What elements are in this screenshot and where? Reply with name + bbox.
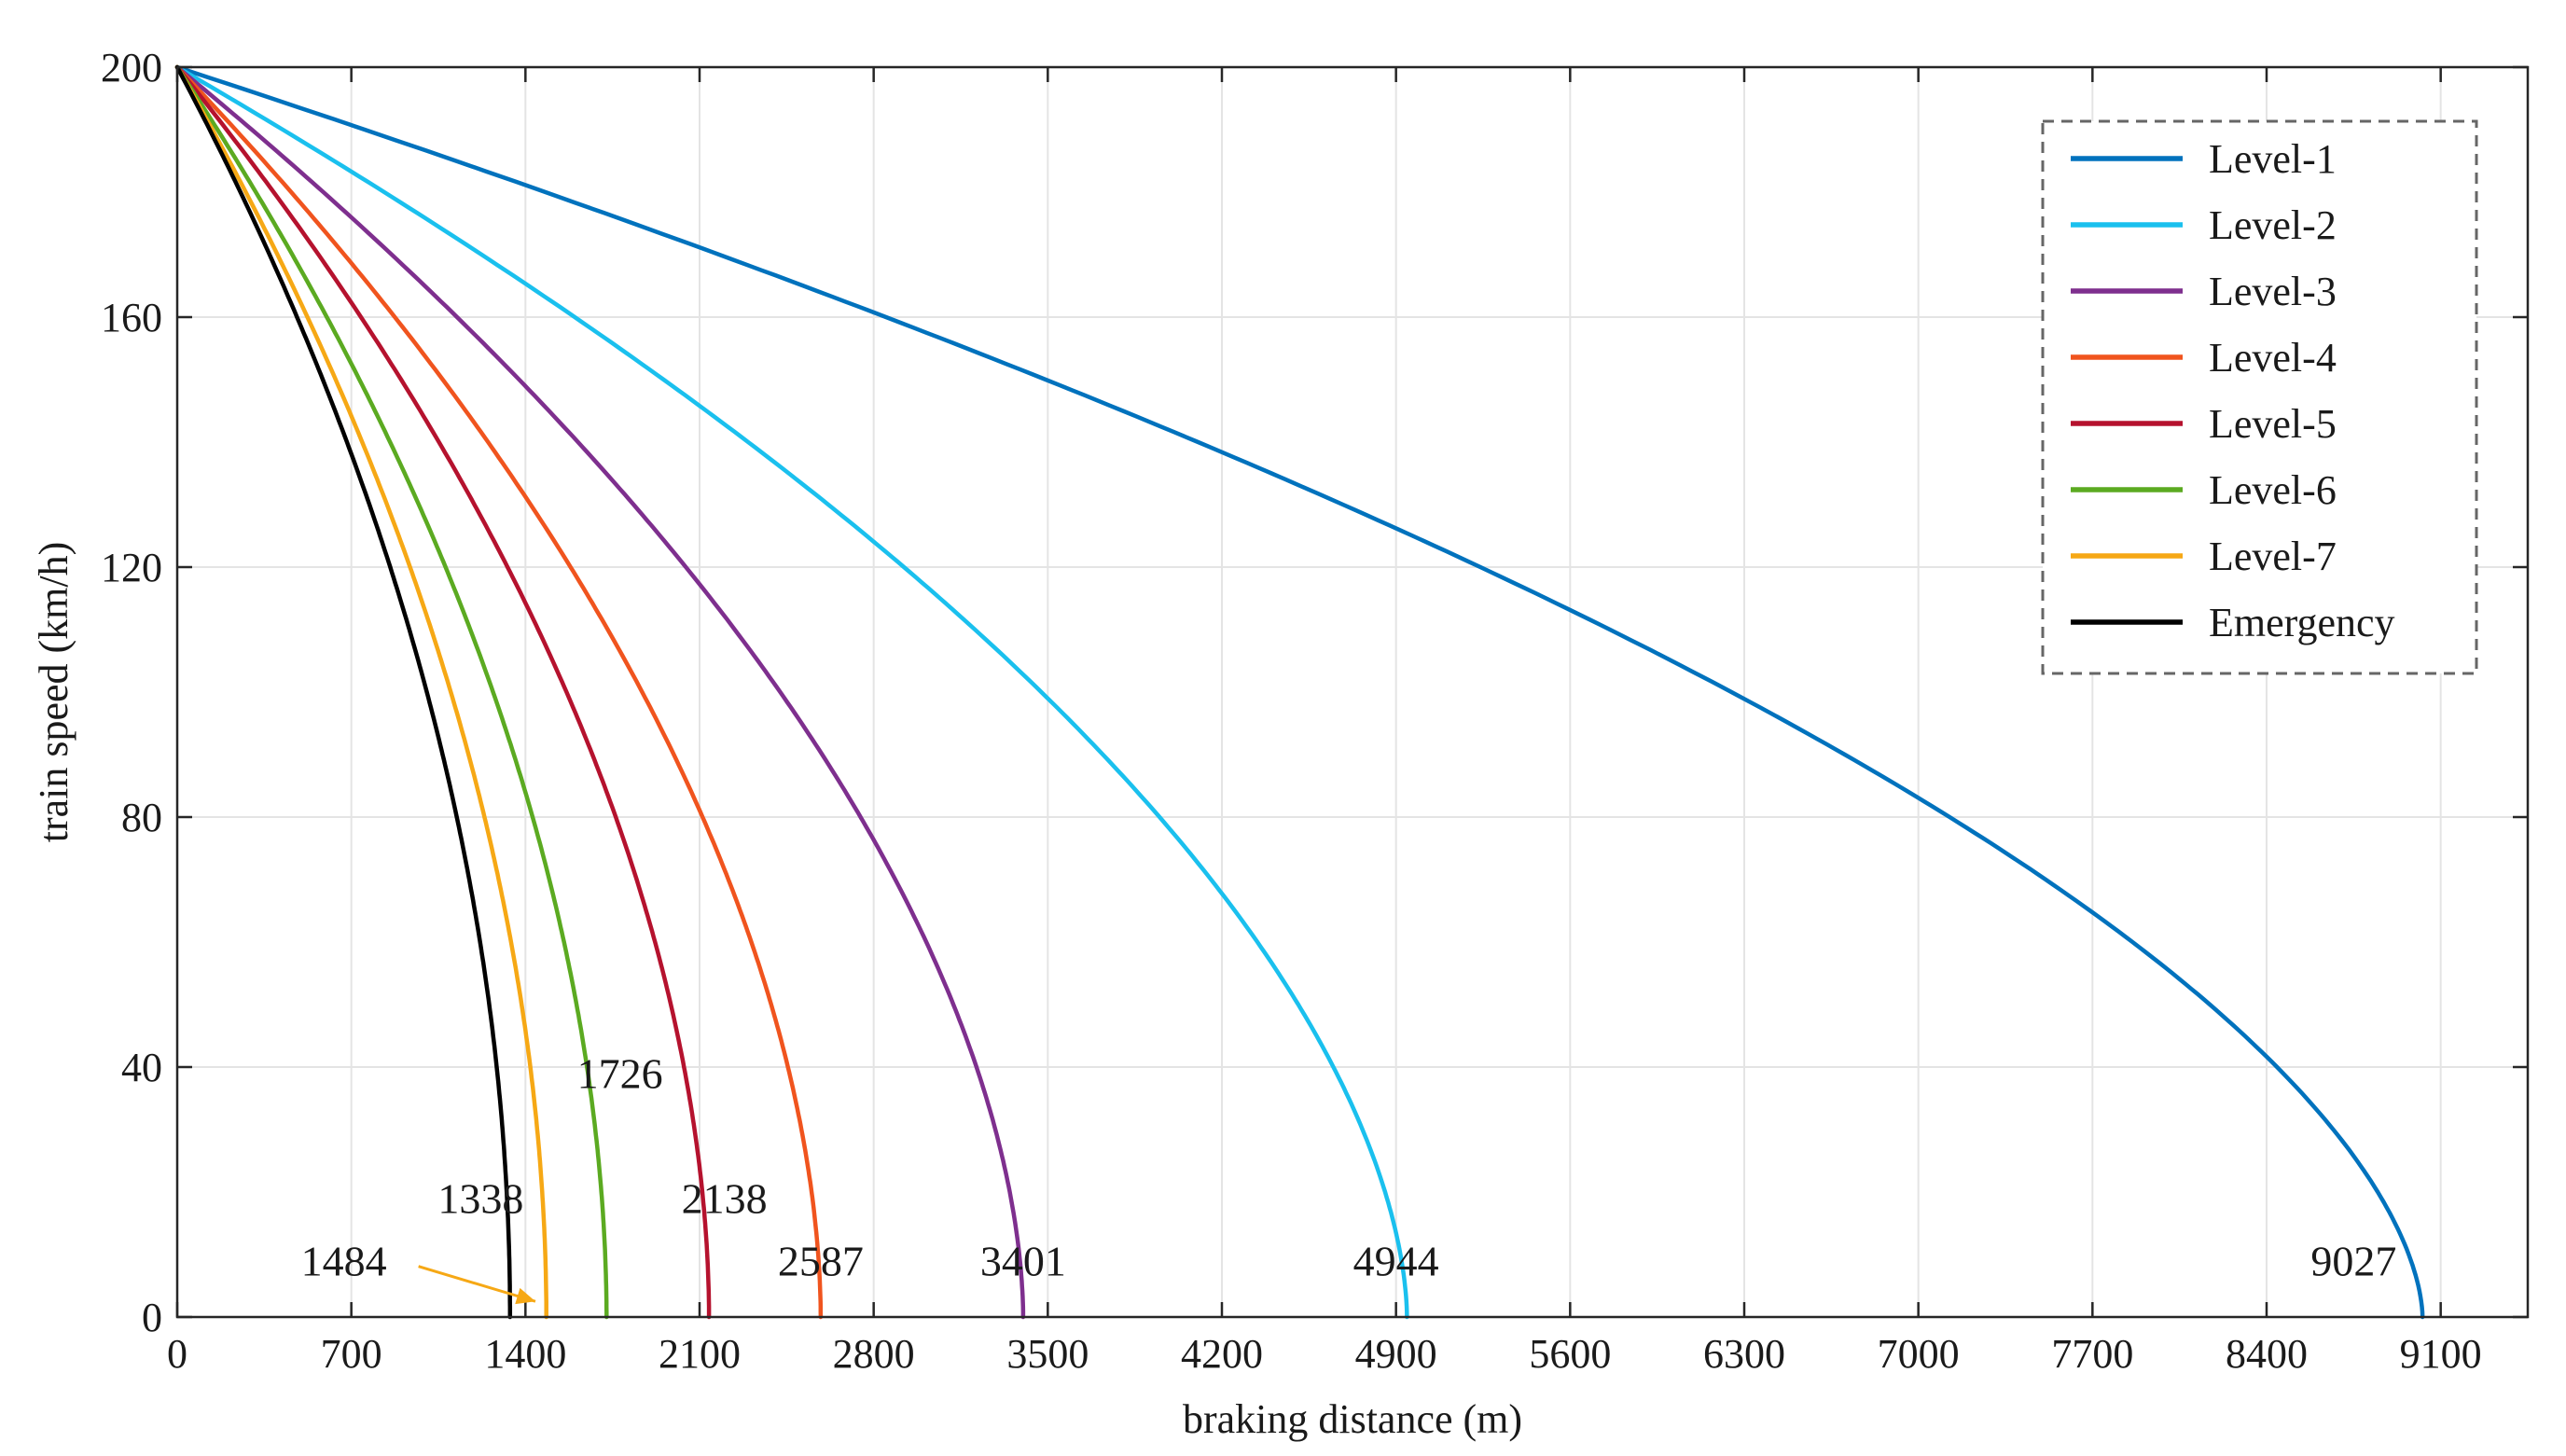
legend-frame xyxy=(2041,119,2478,675)
y-tick-label: 200 xyxy=(101,45,162,90)
x-tick-label: 1400 xyxy=(484,1331,566,1377)
x-tick-label: 7000 xyxy=(1878,1331,1960,1377)
legend-label-level-5: Level-5 xyxy=(2209,401,2337,447)
legend-label-level-2: Level-2 xyxy=(2209,202,2337,248)
end-label-level-1: 9027 xyxy=(2310,1238,2396,1285)
x-tick-label: 5600 xyxy=(1529,1331,1611,1377)
legend-label-emergency: Emergency xyxy=(2209,600,2395,645)
end-label-level-6: 1726 xyxy=(577,1050,663,1098)
x-tick-label: 6300 xyxy=(1703,1331,1785,1377)
y-axis-tick-labels: 0 40 80 120 160 200 xyxy=(101,45,162,1340)
x-tick-label: 700 xyxy=(321,1331,382,1377)
annotation-arrow-line xyxy=(418,1265,536,1303)
axis-ticks xyxy=(175,65,2528,1319)
plot-area-frame xyxy=(175,65,2530,1319)
x-tick-label: 7700 xyxy=(2051,1331,2133,1377)
end-label-level-4: 2587 xyxy=(778,1238,864,1285)
legend-label-level-4: Level-4 xyxy=(2209,335,2337,381)
series-line-level-3 xyxy=(174,64,1026,1320)
end-label-level-7: 1484 xyxy=(301,1238,387,1285)
series-line-level-5 xyxy=(174,64,712,1320)
series-line-level-6 xyxy=(174,64,609,1320)
x-axis-title: braking distance (m) xyxy=(1183,1396,1522,1442)
legend-label-level-7: Level-7 xyxy=(2209,534,2337,579)
legend-label-level-3: Level-3 xyxy=(2209,269,2337,314)
end-label-level-5: 2138 xyxy=(682,1175,768,1223)
end-label-level-3: 3401 xyxy=(980,1238,1066,1285)
series-line-level-4 xyxy=(174,64,824,1320)
y-tick-label: 120 xyxy=(101,545,162,590)
x-tick-label: 3500 xyxy=(1006,1331,1089,1377)
y-tick-label: 0 xyxy=(142,1295,162,1340)
x-tick-label: 9100 xyxy=(2400,1331,2482,1377)
y-tick-label: 40 xyxy=(121,1045,162,1090)
x-tick-label: 4200 xyxy=(1181,1331,1263,1377)
series-lines xyxy=(174,64,2425,1320)
x-tick-label: 2800 xyxy=(833,1331,915,1377)
series-line-level-1 xyxy=(174,64,2425,1320)
end-label-emergency: 1338 xyxy=(437,1175,523,1223)
legend: Level-1 Level-2 Level-3 Level-4 Level-5 Level… xyxy=(2041,119,2478,675)
annotation-arrow-head xyxy=(515,1287,535,1305)
x-tick-label: 0 xyxy=(167,1331,187,1377)
series-line-level-2 xyxy=(174,64,1409,1320)
x-tick-label: 8400 xyxy=(2226,1331,2308,1377)
x-tick-label: 4900 xyxy=(1355,1331,1437,1377)
end-label-level-2: 4944 xyxy=(1353,1238,1439,1285)
y-tick-label: 80 xyxy=(121,795,162,840)
x-tick-label: 2100 xyxy=(659,1331,741,1377)
legend-label-level-6: Level-6 xyxy=(2209,467,2337,513)
y-axis-title: train speed (km/h) xyxy=(31,542,76,843)
series-line-emergency xyxy=(174,64,513,1320)
series-line-level-7 xyxy=(174,64,548,1320)
x-axis-tick-labels: 0 700 1400 2100 2800 3500 4200 4900 5600 6300 7000… xyxy=(167,1331,2482,1377)
legend-label-level-1: Level-1 xyxy=(2209,136,2337,182)
y-tick-label: 160 xyxy=(101,295,162,340)
